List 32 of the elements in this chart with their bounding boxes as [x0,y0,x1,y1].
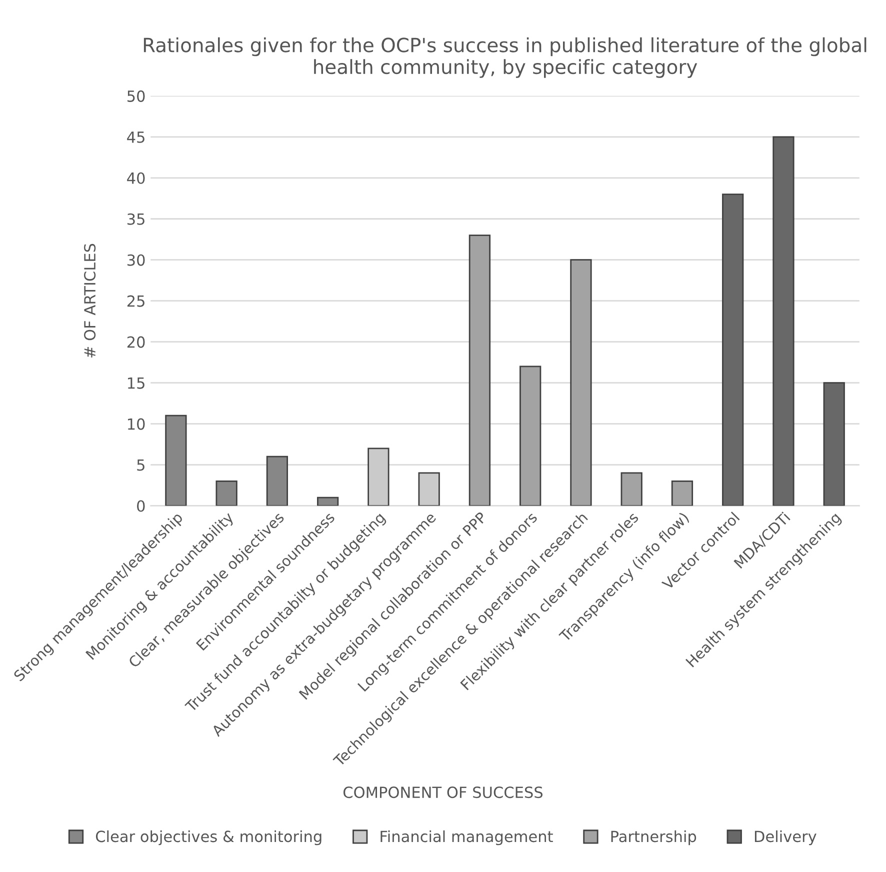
y-tick-label: 30 [127,254,145,266]
bar [570,259,592,506]
y-tick-label: 45 [127,132,144,143]
bar [216,480,238,506]
legend-label: Financial management [380,830,553,846]
bar [823,382,845,506]
y-tick-label: 0 [137,500,145,512]
bar [418,472,440,506]
y-tick-label: 15 [128,377,144,389]
y-tick-label: 20 [127,336,145,348]
x-axis-title: COMPONENT OF SUCCESS [343,786,543,798]
bar [671,480,694,506]
legend-label: Delivery [754,830,816,846]
bar [165,414,187,506]
bar [266,456,288,506]
y-tick-label: 40 [127,172,145,184]
bar [368,448,390,506]
bar [722,194,744,506]
bar [620,472,642,506]
bar [520,366,542,506]
legend-label: Partnership [611,830,696,846]
bar [772,136,794,506]
legend-label: Clear objectives & monitoring [96,830,322,846]
y-tick-label: 50 [127,90,145,102]
y-tick-label: 5 [137,459,144,471]
y-tick-label: 10 [128,418,145,430]
y-tick-label: 35 [127,213,144,225]
bar [468,234,491,506]
y-tick-label: 25 [127,295,144,307]
chart-title: Rationales given for the OCP's success in published literature of the global health community, by specific category [144,37,866,78]
y-axis-title: # OF ARTICLES [84,244,96,358]
bar [317,496,339,506]
